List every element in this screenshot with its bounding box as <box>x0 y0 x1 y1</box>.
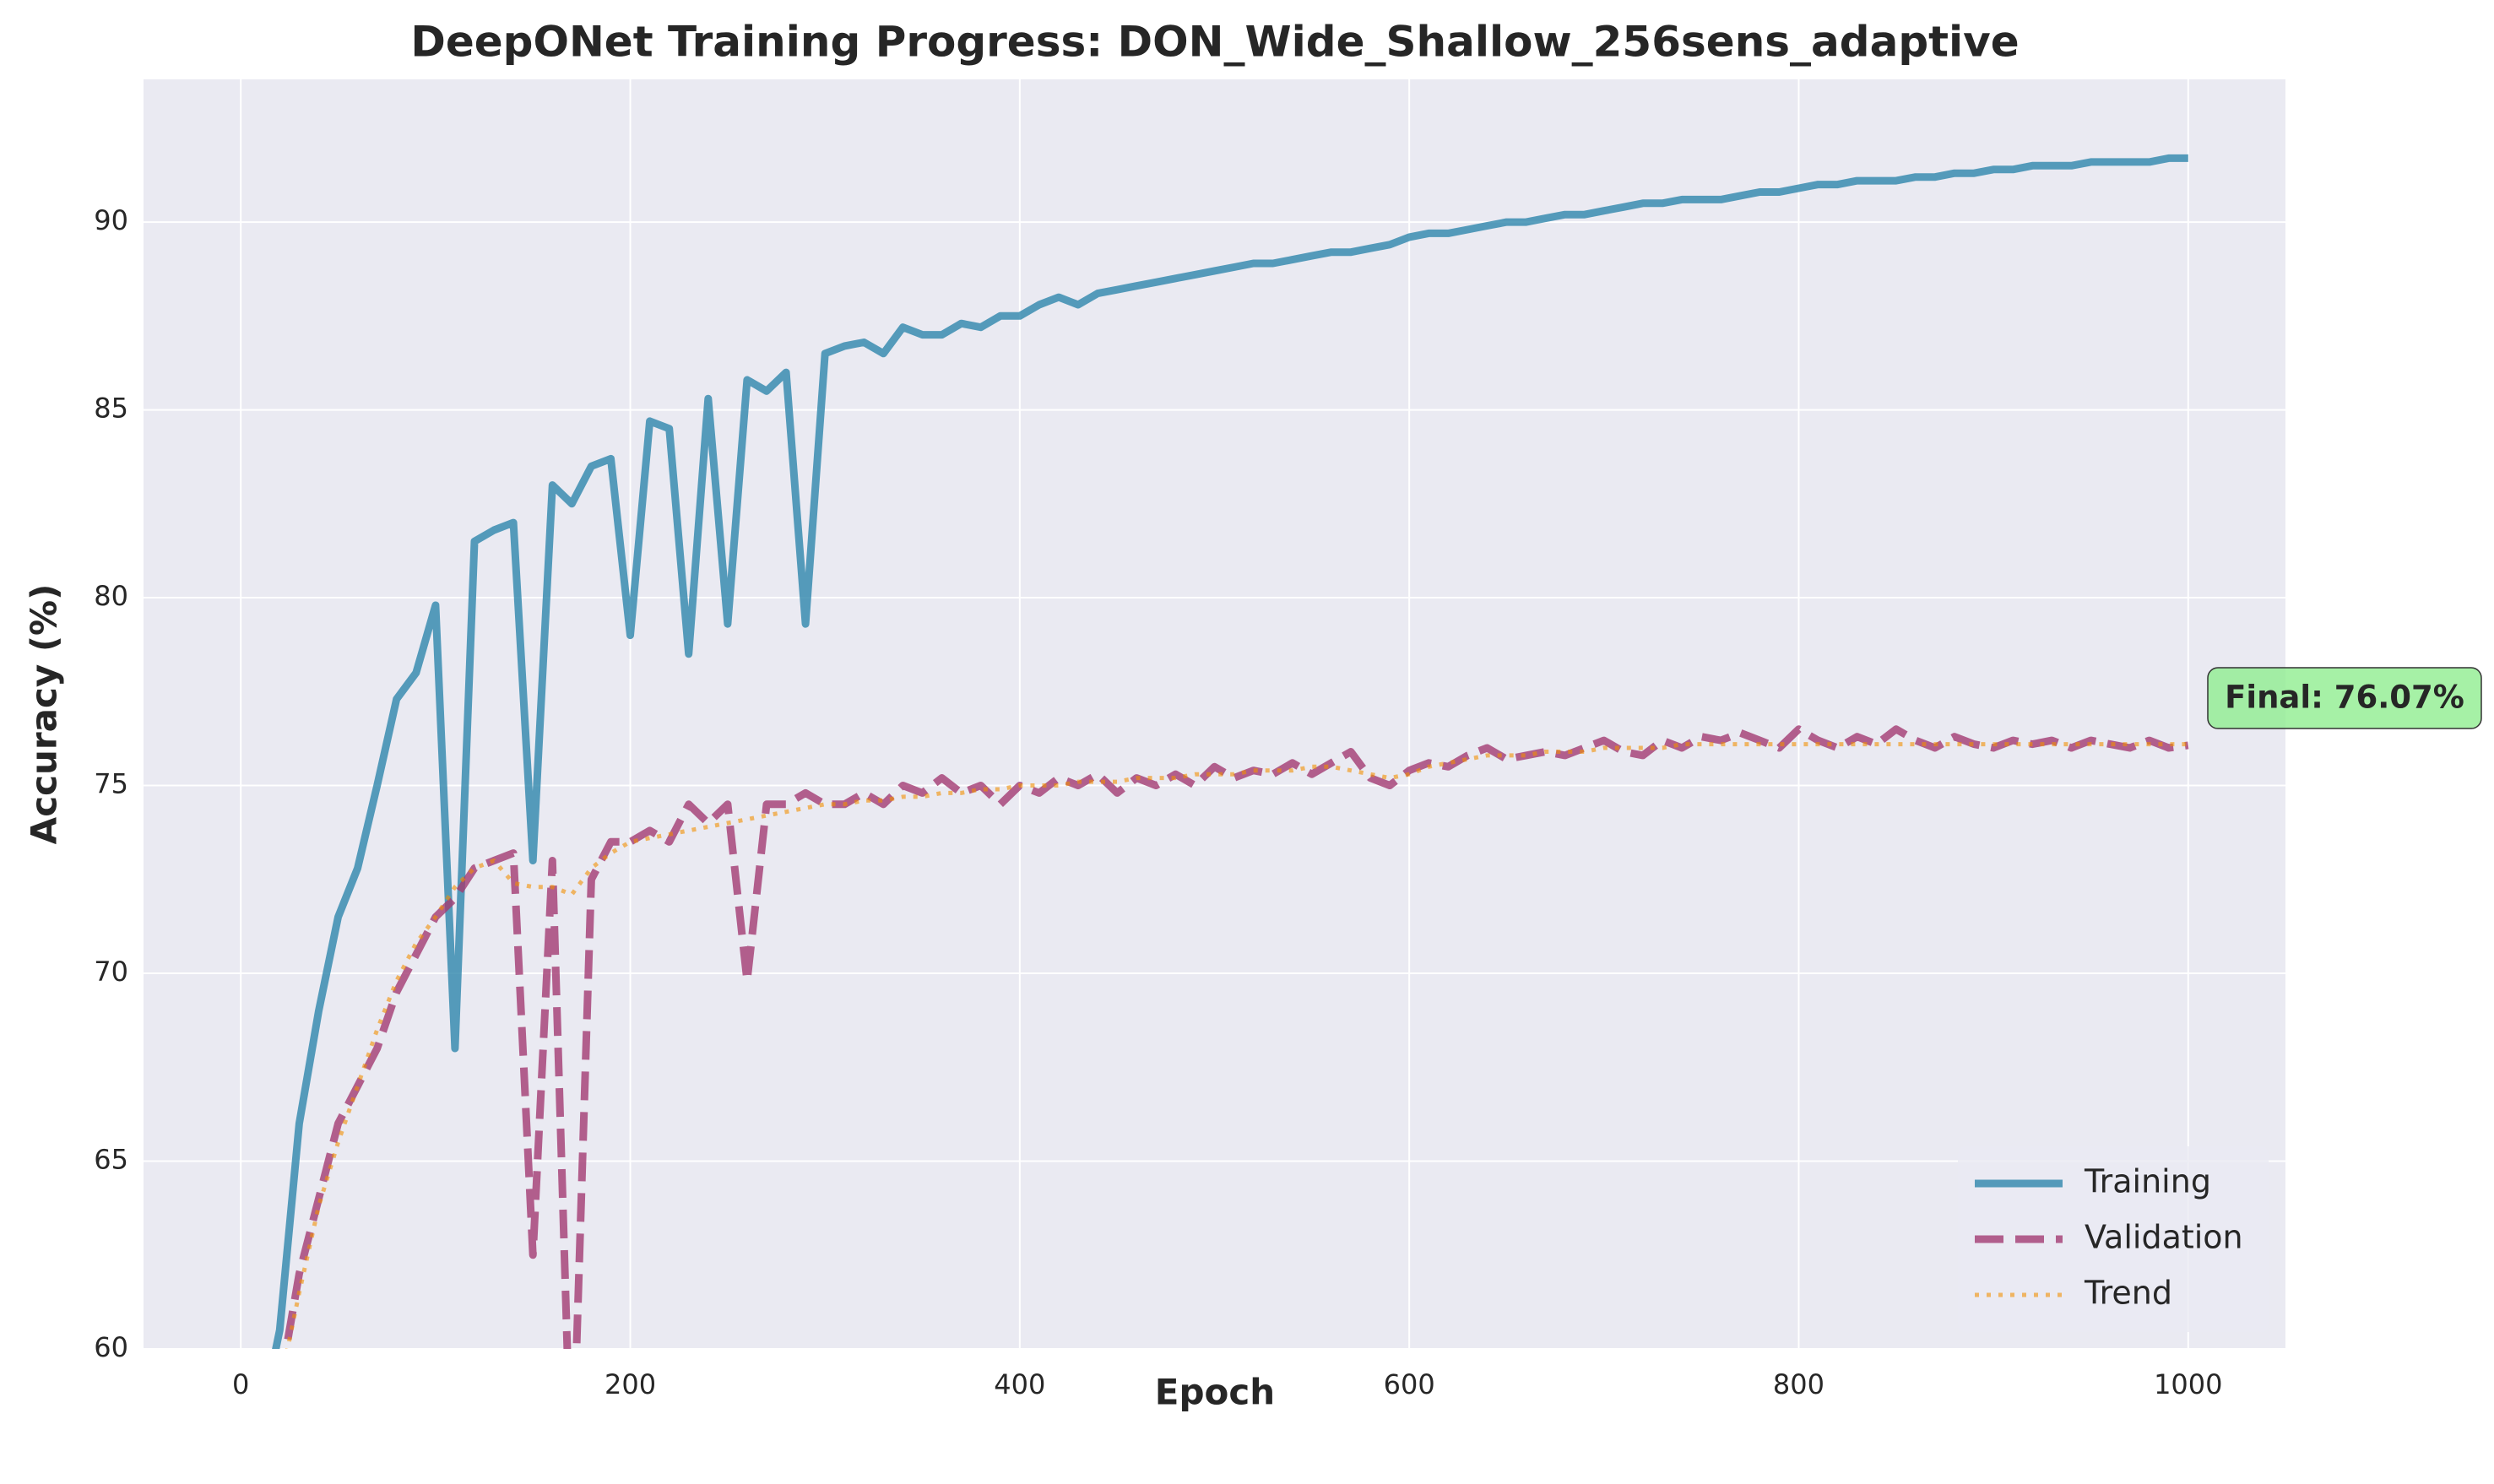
legend-box <box>1958 1146 2269 1332</box>
series-line <box>285 742 2188 1349</box>
x-axis-label: Epoch <box>1155 1372 1275 1413</box>
y-axis-label: Accuracy (%) <box>24 584 65 845</box>
legend-label: Trend <box>2084 1275 2172 1312</box>
final-annotation: Final: 76.07% <box>2225 680 2464 716</box>
legend-label: Training <box>2084 1163 2211 1200</box>
plot-area <box>144 79 2285 1349</box>
y-tick-label: 75 <box>94 768 128 800</box>
chart-title: DeepONet Training Progress: DON_Wide_Sha… <box>410 18 2019 67</box>
x-tick-label: 800 <box>1773 1368 1824 1400</box>
grid <box>144 79 2285 1350</box>
lines <box>272 154 2189 1349</box>
series-line <box>272 154 2188 1349</box>
legend-label: Validation <box>2085 1219 2243 1256</box>
legend: Training Validation Trend <box>1958 1146 2269 1332</box>
x-tick-label: 0 <box>232 1368 249 1400</box>
x-tick-label: 600 <box>1384 1368 1435 1400</box>
x-tick-label: 200 <box>605 1368 656 1400</box>
y-tick-label: 85 <box>94 393 128 425</box>
x-tick-label: 1000 <box>2154 1368 2222 1400</box>
series-line <box>282 725 2189 1349</box>
y-tick-label: 90 <box>94 204 128 236</box>
y-tick-label: 65 <box>94 1144 128 1176</box>
y-tick-label: 80 <box>94 580 128 612</box>
x-tick-label: 400 <box>994 1368 1045 1400</box>
y-tick-label: 70 <box>94 956 128 988</box>
y-tick-label: 60 <box>94 1331 128 1363</box>
annotation-box <box>2207 667 2482 729</box>
